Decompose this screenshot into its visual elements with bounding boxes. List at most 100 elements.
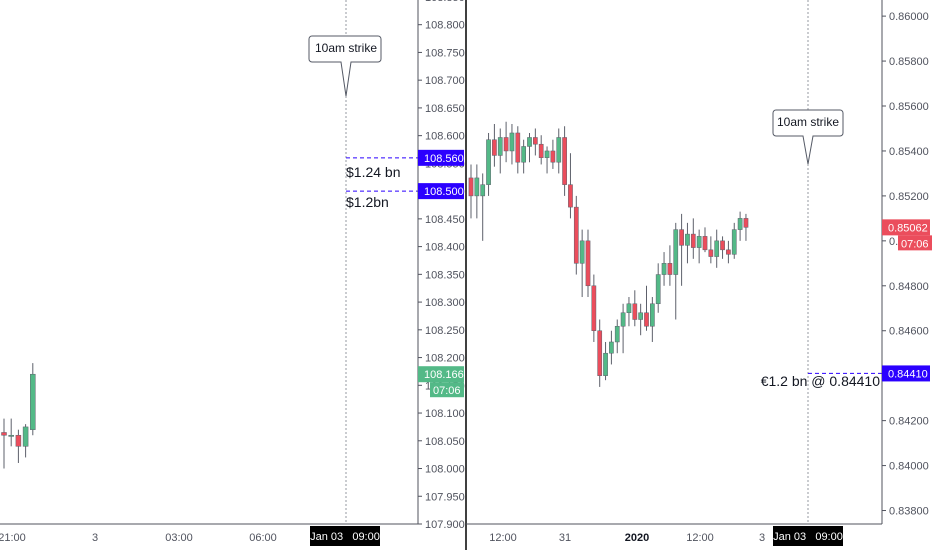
right-candle bbox=[579, 229, 585, 298]
right-y-tick-label: 0.86000 bbox=[889, 11, 929, 23]
right-candle bbox=[492, 123, 497, 167]
left-y-tick-label: 108.650 bbox=[425, 103, 465, 115]
right-countdown-tag bbox=[898, 235, 932, 251]
right-candle bbox=[661, 252, 667, 286]
right-candle bbox=[690, 218, 696, 259]
right-candle bbox=[632, 290, 638, 327]
left-y-tick-label: 107.900 bbox=[425, 519, 465, 531]
right-candle bbox=[679, 213, 684, 286]
left-last-price-text: 108.166 bbox=[424, 369, 464, 381]
candle-body bbox=[650, 303, 655, 327]
candle-body bbox=[655, 274, 661, 305]
right-candle bbox=[673, 222, 679, 320]
left-pane: 10am strike $1.24 bn $1.2bn 21:00 3 03:0… bbox=[0, 0, 465, 546]
candle-body bbox=[474, 177, 480, 197]
left-y-ticks: 108.850 108.800 108.750 108.700 108.650 108.6… bbox=[418, 0, 465, 531]
right-y-tick-label: 0.84200 bbox=[889, 416, 929, 428]
right-candle bbox=[685, 222, 690, 264]
right-x-tick-2: 2020 bbox=[625, 532, 649, 544]
candle-body bbox=[468, 177, 474, 197]
candle-body bbox=[538, 143, 544, 158]
candle-body bbox=[562, 137, 567, 185]
right-candle bbox=[591, 274, 597, 342]
left-level-price-tag bbox=[418, 183, 464, 200]
right-level-price-tag bbox=[882, 365, 930, 382]
candle-body bbox=[667, 263, 673, 275]
right-candle bbox=[533, 128, 538, 156]
left-candle bbox=[8, 418, 14, 447]
right-candle bbox=[667, 245, 673, 286]
right-time-badge-text: Jan 03 09:00 bbox=[773, 531, 843, 543]
left-y-tick-label: 108.200 bbox=[425, 353, 465, 365]
left-candle bbox=[30, 363, 36, 436]
candle-body bbox=[497, 137, 503, 156]
right-x-tick-1: 31 bbox=[559, 532, 571, 544]
left-y-tick-label: 108.100 bbox=[425, 408, 465, 420]
right-strike-label: 10am strike bbox=[777, 115, 839, 129]
candle-body bbox=[702, 236, 708, 251]
right-y-tick-label: 0.85800 bbox=[889, 56, 929, 68]
right-candle bbox=[720, 236, 725, 259]
candle-body bbox=[1, 432, 7, 436]
left-y-tick-label: 108.600 bbox=[425, 131, 465, 143]
candle-body bbox=[644, 312, 649, 327]
right-countdown-text: 07:06 bbox=[901, 238, 929, 250]
candle-body bbox=[708, 249, 714, 257]
candle-body bbox=[626, 303, 632, 314]
right-y-tick-label: 0.85600 bbox=[889, 101, 929, 113]
left-time-badge bbox=[310, 526, 380, 546]
candle-body bbox=[544, 150, 550, 158]
right-time-badge bbox=[773, 526, 843, 546]
right-candle bbox=[562, 126, 567, 196]
left-level-note-2: $1.2bn bbox=[346, 194, 389, 210]
left-y-tick-label: 108.750 bbox=[425, 47, 465, 59]
left-candle bbox=[22, 424, 29, 458]
right-candle bbox=[497, 128, 503, 174]
left-y-tick-label: 108.050 bbox=[425, 436, 465, 448]
left-y-tick-label: 108.800 bbox=[425, 20, 465, 32]
candle-body bbox=[597, 330, 603, 376]
candle-body bbox=[515, 132, 521, 163]
candle-body bbox=[503, 137, 509, 152]
left-strike-callout[interactable]: 10am strike bbox=[308, 35, 382, 97]
candle-body bbox=[30, 373, 36, 430]
left-y-tick-label: 108.300 bbox=[425, 297, 465, 309]
candle-body bbox=[591, 285, 597, 331]
left-time-badge-text: Jan 03 09:00 bbox=[310, 531, 380, 543]
right-x-tick-4: 3 bbox=[759, 532, 765, 544]
right-x-tick-3: 12:00 bbox=[686, 532, 714, 544]
candle-body bbox=[614, 325, 620, 343]
right-candle bbox=[696, 229, 702, 264]
left-y-tick-label: 107.950 bbox=[425, 491, 465, 503]
right-candle bbox=[521, 139, 526, 174]
candle-body bbox=[685, 233, 690, 246]
right-candle bbox=[509, 123, 515, 165]
left-level-price-text: 108.500 bbox=[424, 186, 464, 198]
right-candles bbox=[468, 121, 749, 387]
right-strike-callout[interactable]: 10am strike bbox=[772, 109, 844, 165]
right-candle bbox=[638, 303, 643, 336]
candle-body bbox=[690, 233, 696, 248]
left-levels bbox=[346, 157, 418, 192]
candle-body bbox=[492, 139, 497, 156]
candle-body bbox=[737, 218, 743, 230]
candle-body bbox=[696, 236, 702, 248]
right-candle bbox=[620, 303, 626, 354]
candle-body bbox=[556, 137, 562, 163]
callout-bubble bbox=[772, 109, 844, 165]
right-candle bbox=[597, 319, 603, 387]
right-candle bbox=[585, 229, 591, 298]
candle-body bbox=[480, 184, 486, 197]
right-level-note-1: €1.2 bn @ 0.84410 bbox=[761, 373, 881, 389]
left-x-tick-1: 3 bbox=[92, 532, 98, 544]
candle-body bbox=[486, 139, 491, 185]
right-candle bbox=[480, 173, 486, 241]
right-candle bbox=[603, 341, 608, 381]
right-last-price-tag bbox=[882, 219, 930, 236]
candle-body bbox=[731, 229, 737, 255]
candle-body bbox=[661, 263, 667, 275]
candle-body bbox=[679, 229, 684, 246]
right-candle bbox=[568, 153, 573, 219]
right-price-labels: 0.84410 0.85062 07:06 bbox=[882, 219, 932, 382]
